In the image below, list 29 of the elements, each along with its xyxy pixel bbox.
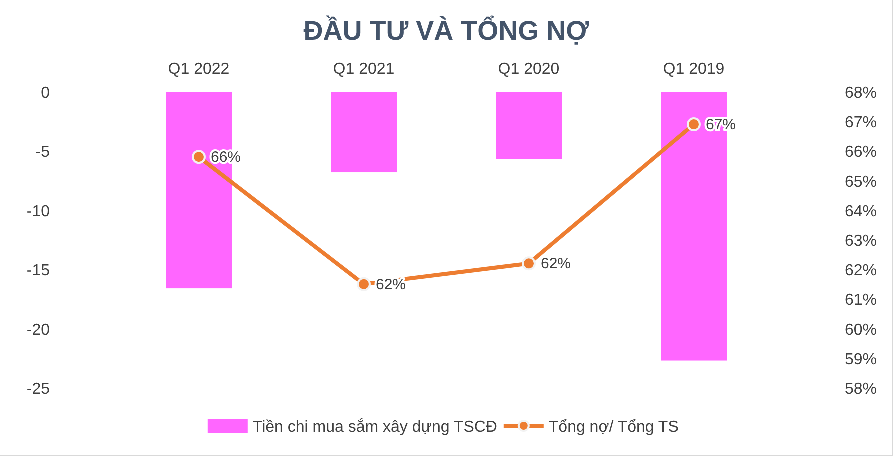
point [522,256,536,271]
y2-tick-label: 67% [844,114,877,132]
y2-tick-label: 58% [844,381,877,398]
y2-tick-label: 61% [844,292,877,310]
point [687,118,701,132]
data-label: 62% [541,256,572,273]
y-tick-label: -10 [26,203,50,220]
y2-tick-label: 63% [844,233,877,250]
y-tick-label: -20 [26,322,50,339]
y2-tick-label: 62% [844,262,877,280]
y2-tick-label: 60% [844,322,877,339]
y-tick-label: 0 [41,85,50,102]
y2-tick-label: 66% [844,144,877,162]
y-tick-label: -25 [26,381,50,398]
x-tick-label: Q1 2020 [498,61,560,78]
x-tick-label: Q1 2022 [168,61,230,78]
y2-tick-label: 59% [844,351,877,368]
x-tick-label: Q1 2021 [333,61,395,78]
y2-tick-label: 68% [844,85,877,102]
y-tick-label: -15 [26,262,50,280]
legend-label: Tổng nợ/ Tổng TS [548,419,679,436]
x-tick-label: Q1 2019 [663,61,725,78]
y2-tick-label: 65% [844,174,877,191]
legend-label: Tiền chi mua sắm xây dựng TSCĐ [252,418,498,436]
point [192,150,206,164]
y2-tick-label: 64% [844,203,877,220]
point [357,277,371,292]
y-tick-label: -5 [36,144,50,162]
chart-title: ĐẦU TƯ VÀ TỔNG NỢ [304,15,590,46]
